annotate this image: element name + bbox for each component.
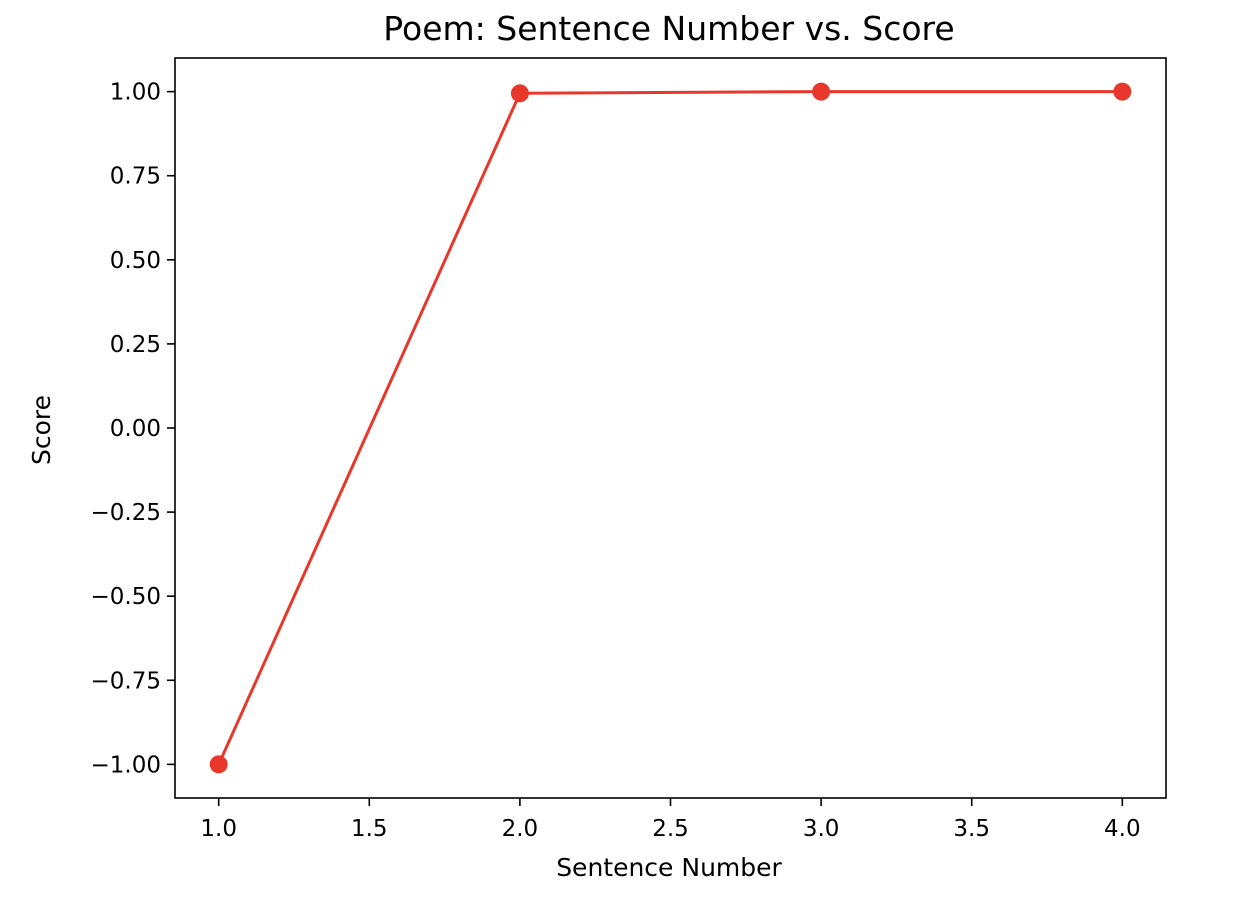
x-axis: 1.0 1.5 2.0 2.5 3.0 3.5 4.0 (200, 798, 1141, 842)
chart-title: Poem: Sentence Number vs. Score (383, 9, 954, 48)
x-axis-label: Sentence Number (556, 853, 782, 882)
x-tick-label: 3.5 (953, 816, 990, 842)
data-point (1113, 82, 1132, 101)
series-line (217, 90, 1123, 766)
y-tick-label: −0.75 (91, 668, 161, 694)
y-tick-label: 0.50 (110, 248, 161, 274)
x-tick-label: 2.0 (502, 816, 539, 842)
y-tick-label: −1.00 (91, 752, 161, 778)
data-point (812, 82, 831, 101)
x-tick-label: 4.0 (1104, 816, 1141, 842)
y-tick-label: −0.25 (91, 500, 161, 526)
x-tick-label: 1.0 (200, 816, 237, 842)
x-tick-label: 2.5 (652, 816, 689, 842)
y-tick-label: 0.25 (110, 332, 161, 358)
x-tick-label: 3.0 (803, 816, 840, 842)
plot-frame (174, 57, 1167, 799)
y-tick-label: 0.75 (110, 164, 161, 190)
y-axis: 1.00 0.75 0.50 0.25 0.00 −0.25 −0.50 −0.75 −1.00 (91, 80, 175, 778)
y-tick-label: −0.50 (91, 584, 161, 610)
series-layer (209, 82, 1132, 774)
plot-area (174, 57, 1167, 799)
x-tick-label: 1.5 (351, 816, 388, 842)
y-axis-label: Score (27, 395, 56, 465)
data-point (510, 84, 529, 103)
data-point (209, 755, 228, 774)
y-tick-label: 0.00 (110, 416, 161, 442)
y-tick-label: 1.00 (110, 80, 161, 106)
